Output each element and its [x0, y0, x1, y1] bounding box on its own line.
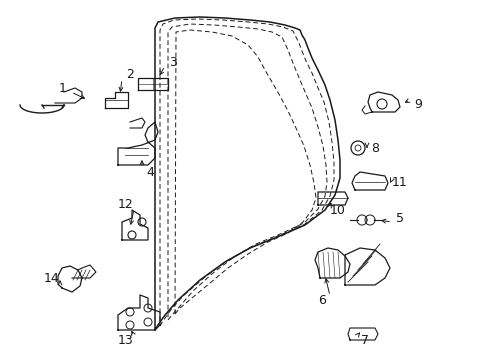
Text: 3: 3 — [169, 55, 177, 68]
Text: 1: 1 — [59, 81, 67, 94]
Text: 7: 7 — [360, 333, 368, 346]
Text: 14: 14 — [44, 271, 60, 284]
Text: 6: 6 — [317, 293, 325, 306]
Text: 10: 10 — [329, 203, 345, 216]
Text: 4: 4 — [146, 166, 154, 179]
Text: 13: 13 — [118, 333, 134, 346]
Text: 9: 9 — [413, 98, 421, 111]
Text: 2: 2 — [126, 68, 134, 81]
Text: 11: 11 — [391, 176, 407, 189]
Text: 5: 5 — [395, 211, 403, 225]
Text: 12: 12 — [118, 198, 134, 211]
Text: 8: 8 — [370, 141, 378, 154]
